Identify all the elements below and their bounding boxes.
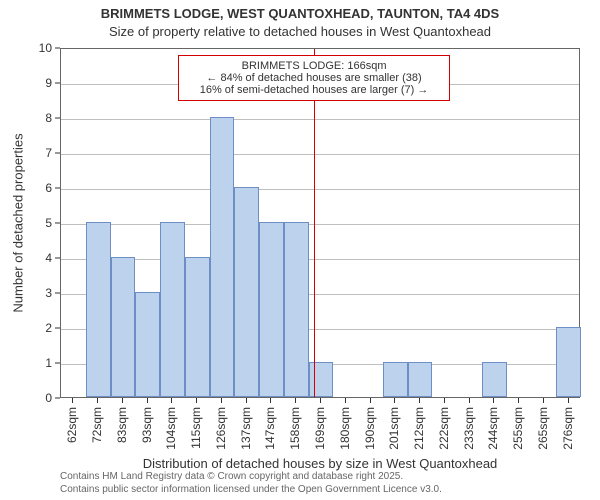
histogram-bar: [408, 362, 433, 397]
x-tick-label: 115sqm: [189, 407, 203, 457]
plot-area: BRIMMETS LODGE: 166sqm← 84% of detached …: [60, 48, 580, 398]
y-tick: [55, 83, 60, 84]
x-tick: [469, 398, 470, 403]
x-tick: [147, 398, 148, 403]
x-tick-label: 126sqm: [214, 407, 228, 457]
x-tick-label: 180sqm: [338, 407, 352, 457]
gridline: [61, 189, 579, 190]
y-tick-label: 7: [22, 146, 52, 160]
footer-line: Contains HM Land Registry data © Crown c…: [60, 471, 600, 484]
histogram-bar: [111, 257, 136, 397]
histogram-bar: [284, 222, 309, 397]
y-tick-label: 1: [22, 356, 52, 370]
y-tick: [55, 293, 60, 294]
x-tick: [493, 398, 494, 403]
x-tick-label: 62sqm: [65, 407, 79, 457]
x-tick-label: 244sqm: [486, 407, 500, 457]
histogram-bar: [86, 222, 111, 397]
histogram-bar: [309, 362, 334, 397]
x-tick: [345, 398, 346, 403]
x-tick-label: 233sqm: [462, 407, 476, 457]
y-tick: [55, 48, 60, 49]
y-tick-label: 9: [22, 76, 52, 90]
x-tick: [320, 398, 321, 403]
histogram-bar: [234, 187, 259, 397]
y-tick: [55, 398, 60, 399]
x-axis-title: Distribution of detached houses by size …: [143, 456, 498, 471]
x-tick: [419, 398, 420, 403]
x-tick: [221, 398, 222, 403]
gridline: [61, 224, 579, 225]
histogram-bar: [556, 327, 581, 397]
x-tick: [518, 398, 519, 403]
x-tick: [97, 398, 98, 403]
x-tick: [122, 398, 123, 403]
x-tick-label: 158sqm: [288, 407, 302, 457]
histogram-bar: [160, 222, 185, 397]
x-tick: [72, 398, 73, 403]
gridline: [61, 259, 579, 260]
footer-line: Contains public sector information licen…: [60, 484, 600, 497]
annotation-line: 16% of semi-detached houses are larger (…: [187, 84, 441, 96]
y-tick-label: 5: [22, 216, 52, 230]
y-tick-label: 6: [22, 181, 52, 195]
y-tick-label: 4: [22, 251, 52, 265]
x-tick-label: 255sqm: [511, 407, 525, 457]
y-tick-label: 10: [22, 41, 52, 55]
histogram-bar: [210, 117, 235, 397]
histogram-bar: [185, 257, 210, 397]
annotation-box: BRIMMETS LODGE: 166sqm← 84% of detached …: [178, 55, 450, 101]
x-tick-label: 222sqm: [437, 407, 451, 457]
y-tick-label: 0: [22, 391, 52, 405]
x-tick: [568, 398, 569, 403]
chart-area: Number of detached properties BRIMMETS L…: [0, 0, 600, 500]
y-tick-label: 2: [22, 321, 52, 335]
histogram-bar: [135, 292, 160, 397]
y-tick: [55, 118, 60, 119]
x-tick: [543, 398, 544, 403]
x-tick: [270, 398, 271, 403]
x-tick: [171, 398, 172, 403]
x-tick-label: 93sqm: [140, 407, 154, 457]
y-tick: [55, 153, 60, 154]
gridline: [61, 154, 579, 155]
gridline: [61, 119, 579, 120]
x-tick: [370, 398, 371, 403]
reference-line: [314, 49, 315, 397]
y-tick-label: 3: [22, 286, 52, 300]
y-tick-label: 8: [22, 111, 52, 125]
x-tick: [394, 398, 395, 403]
x-tick-label: 190sqm: [363, 407, 377, 457]
x-tick-label: 201sqm: [387, 407, 401, 457]
y-tick: [55, 188, 60, 189]
x-tick: [444, 398, 445, 403]
annotation-line: BRIMMETS LODGE: 166sqm: [187, 60, 441, 72]
x-tick: [196, 398, 197, 403]
y-tick: [55, 223, 60, 224]
x-tick-label: 276sqm: [561, 407, 575, 457]
x-tick-label: 265sqm: [536, 407, 550, 457]
y-tick: [55, 258, 60, 259]
x-tick-label: 72sqm: [90, 407, 104, 457]
x-tick: [295, 398, 296, 403]
x-tick: [246, 398, 247, 403]
histogram-bar: [259, 222, 284, 397]
y-tick: [55, 328, 60, 329]
x-tick-label: 212sqm: [412, 407, 426, 457]
histogram-bar: [383, 362, 408, 397]
footer: Contains HM Land Registry data © Crown c…: [60, 471, 600, 496]
histogram-bar: [482, 362, 507, 397]
annotation-line: ← 84% of detached houses are smaller (38…: [187, 72, 441, 84]
x-tick-label: 147sqm: [263, 407, 277, 457]
x-tick-label: 104sqm: [164, 407, 178, 457]
y-tick: [55, 363, 60, 364]
x-tick-label: 83sqm: [115, 407, 129, 457]
x-tick-label: 137sqm: [239, 407, 253, 457]
x-tick-label: 169sqm: [313, 407, 327, 457]
